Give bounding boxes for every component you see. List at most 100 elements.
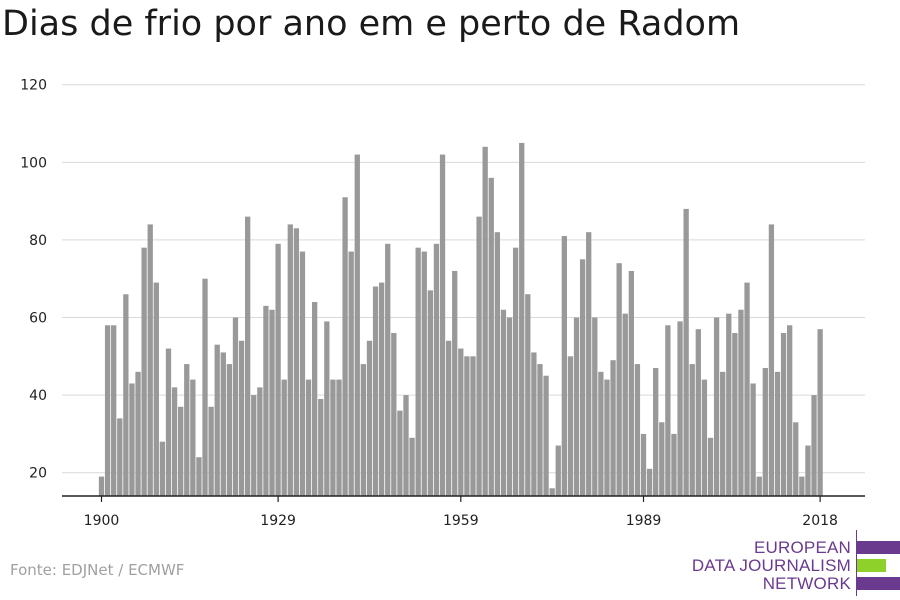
bar: [196, 457, 202, 496]
bar: [147, 224, 153, 496]
bar: [561, 236, 567, 497]
logo-divider: [856, 530, 857, 596]
bar: [531, 352, 537, 496]
bar: [579, 259, 586, 496]
bar: [281, 379, 287, 496]
y-tick-label: 20: [29, 466, 47, 482]
bar: [293, 228, 300, 496]
bar: [768, 224, 775, 496]
bar: [159, 441, 166, 496]
bar: [646, 468, 653, 496]
bar: [208, 406, 214, 496]
bar: [586, 232, 592, 496]
bar: [713, 317, 720, 496]
bar: [671, 433, 677, 496]
logo-bar-top: [857, 541, 900, 554]
bar: [165, 348, 172, 496]
bar: [348, 251, 354, 496]
bar: [123, 294, 129, 496]
x-tick-label: 1989: [626, 513, 662, 529]
bar: [299, 251, 306, 496]
bar: [500, 309, 507, 496]
bar: [111, 325, 117, 496]
bar: [232, 317, 239, 496]
bar: [750, 383, 756, 496]
bar: [665, 325, 671, 496]
y-axis-ticks: 20 40 60 80 100 120: [20, 78, 47, 482]
x-axis-ticks: 1900 1929 1959 1989 2018: [84, 496, 838, 529]
bar: [653, 367, 659, 496]
bar: [464, 356, 470, 496]
logo-bar-bottom: [857, 577, 900, 590]
bar: [519, 142, 525, 497]
bar: [220, 352, 226, 496]
bar: [305, 379, 312, 496]
bar: [104, 325, 111, 496]
bar: [269, 309, 275, 496]
bar: [190, 379, 196, 496]
bar: [141, 247, 147, 496]
source-note: Fonte: EDJNet / ECMWF: [10, 561, 185, 579]
x-tick-label: 1959: [443, 513, 479, 529]
bar: [701, 379, 708, 496]
bar: [263, 305, 269, 496]
bar: [415, 247, 421, 496]
bar: [573, 317, 580, 496]
bar: [403, 395, 409, 496]
bar: [427, 290, 434, 496]
bar: [610, 360, 616, 496]
bar: [689, 364, 695, 496]
bar: [543, 375, 549, 496]
bar: [720, 371, 726, 496]
bar: [634, 364, 641, 496]
y-tick-label: 100: [20, 155, 47, 171]
bar: [622, 313, 628, 496]
bar: [336, 379, 342, 496]
bar: [98, 476, 105, 496]
bar: [178, 406, 184, 496]
bar: [324, 321, 330, 496]
y-tick-label: 60: [29, 311, 47, 327]
bar: [202, 278, 208, 496]
bar: [391, 333, 397, 496]
bar: [251, 395, 257, 496]
bar: [780, 333, 787, 496]
bar: [592, 317, 598, 496]
y-tick-label: 40: [29, 388, 47, 404]
bar: [476, 216, 482, 496]
bar: [153, 282, 159, 496]
bar: [470, 356, 476, 496]
bar: [275, 243, 281, 496]
bar: [567, 356, 574, 496]
bar: [744, 282, 750, 496]
bar: [774, 371, 781, 496]
bar: [525, 294, 531, 496]
bar: [817, 329, 823, 496]
bars: [98, 142, 823, 497]
y-tick-label: 80: [29, 233, 47, 249]
bar: [488, 177, 494, 496]
bar: [762, 367, 768, 496]
bar: [482, 146, 488, 497]
bar: [549, 488, 555, 496]
bar: [683, 208, 689, 496]
bar: [707, 437, 714, 496]
bar: [245, 216, 251, 496]
logo-line-2: DATA JOURNALISM: [691, 556, 851, 575]
bar: [385, 243, 391, 496]
edjnet-logo: EUROPEAN DATA JOURNALISM NETWORK: [692, 530, 900, 596]
bar: [312, 302, 318, 496]
bar: [135, 371, 141, 496]
bar: [238, 340, 245, 496]
bar: [677, 321, 683, 496]
bar: [506, 317, 513, 496]
bar: [787, 325, 793, 496]
bar: [318, 399, 324, 496]
bar: [421, 251, 427, 496]
bar: [512, 247, 519, 496]
bar: [184, 364, 190, 496]
bar: [445, 340, 452, 496]
bar: [330, 379, 336, 496]
bar: [756, 476, 762, 496]
x-tick-label: 1929: [260, 513, 296, 529]
